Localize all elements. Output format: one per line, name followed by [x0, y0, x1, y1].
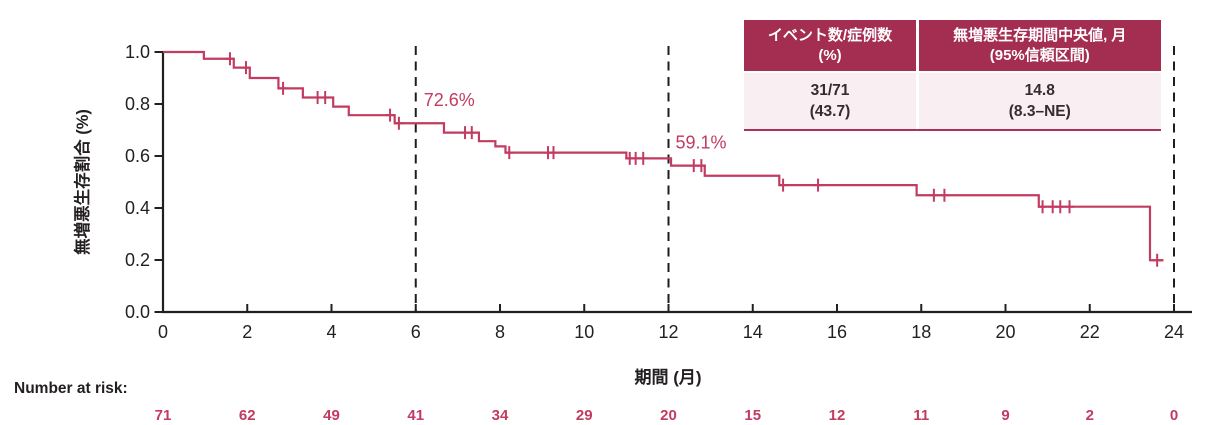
x-tick-label: 24 — [1164, 322, 1184, 342]
risk-count: 71 — [155, 407, 172, 424]
censor-mark — [320, 91, 330, 104]
x-tick-label: 4 — [326, 322, 336, 342]
survival-rate-annotation: 59.1% — [676, 132, 727, 152]
censor-mark — [689, 159, 699, 173]
risk-count: 49 — [323, 407, 340, 424]
censor-mark — [548, 146, 558, 160]
censor-mark — [394, 116, 404, 130]
y-tick-label: 0.8 — [125, 94, 150, 114]
table-value-events: 31/71 (43.7) — [744, 72, 916, 129]
survival-rate-annotation: 72.6% — [424, 90, 475, 110]
censor-mark — [467, 126, 477, 140]
censor-mark — [631, 151, 641, 165]
number-at-risk-label: Number at risk: — [14, 380, 128, 397]
table-header-median-pfs: 無増悪生存期間中央値, 月 (95%信頼区間) — [918, 20, 1161, 71]
censor-mark — [696, 159, 706, 173]
censor-mark — [313, 91, 323, 104]
censor-mark — [385, 108, 395, 122]
censor-mark — [638, 151, 648, 165]
x-tick-label: 12 — [658, 322, 678, 342]
risk-count: 11 — [913, 407, 929, 424]
x-tick-label: 20 — [995, 322, 1015, 342]
x-tick-label: 8 — [495, 322, 505, 342]
censor-mark — [929, 188, 939, 202]
censor-mark — [1055, 200, 1065, 214]
x-tick-label: 14 — [743, 322, 763, 342]
summary-table: イベント数/症例数 (%) 無増悪生存期間中央値, 月 (95%信頼区間) 31… — [744, 20, 1161, 132]
x-axis-title: 期間 (月) — [634, 368, 701, 387]
censor-mark — [1152, 253, 1162, 267]
table-header-events: イベント数/症例数 (%) — [744, 20, 916, 71]
risk-count: 0 — [1170, 407, 1178, 424]
x-tick-label: 2 — [242, 322, 252, 342]
risk-count: 20 — [660, 407, 677, 424]
y-tick-label: 1.0 — [125, 42, 150, 62]
x-tick-label: 22 — [1080, 322, 1100, 342]
risk-count: 29 — [576, 407, 593, 424]
censor-mark — [1048, 200, 1058, 214]
x-tick-label: 10 — [574, 322, 594, 342]
censor-mark — [225, 52, 235, 66]
y-tick-label: 0.6 — [125, 146, 150, 166]
risk-count: 34 — [492, 407, 509, 424]
censor-mark — [813, 178, 823, 192]
x-tick-label: 16 — [827, 322, 847, 342]
censor-mark — [241, 61, 251, 75]
y-tick-label: 0.4 — [125, 198, 150, 218]
censor-mark — [1065, 200, 1075, 214]
x-tick-label: 18 — [911, 322, 931, 342]
km-step-curve — [163, 50, 1164, 262]
risk-count: 41 — [407, 407, 424, 424]
risk-count: 62 — [239, 407, 256, 424]
x-tick-label: 6 — [411, 322, 421, 342]
risk-count: 15 — [744, 407, 761, 424]
risk-count: 9 — [1001, 407, 1009, 424]
censor-mark — [939, 188, 949, 202]
table-value-median-pfs: 14.8 (8.3–NE) — [918, 72, 1161, 129]
risk-count: 12 — [829, 407, 846, 424]
censor-mark — [504, 146, 514, 160]
risk-count: 2 — [1086, 407, 1094, 424]
censor-mark — [1038, 200, 1048, 214]
censor-mark — [278, 81, 288, 95]
y-tick-label: 0.0 — [125, 302, 150, 322]
y-tick-label: 0.2 — [125, 250, 150, 270]
censor-mark — [778, 178, 788, 192]
y-axis-title: 無増悪生存割合 (%) — [72, 109, 92, 255]
table-bottom-rule — [744, 128, 1161, 132]
x-tick-label: 0 — [158, 322, 168, 342]
